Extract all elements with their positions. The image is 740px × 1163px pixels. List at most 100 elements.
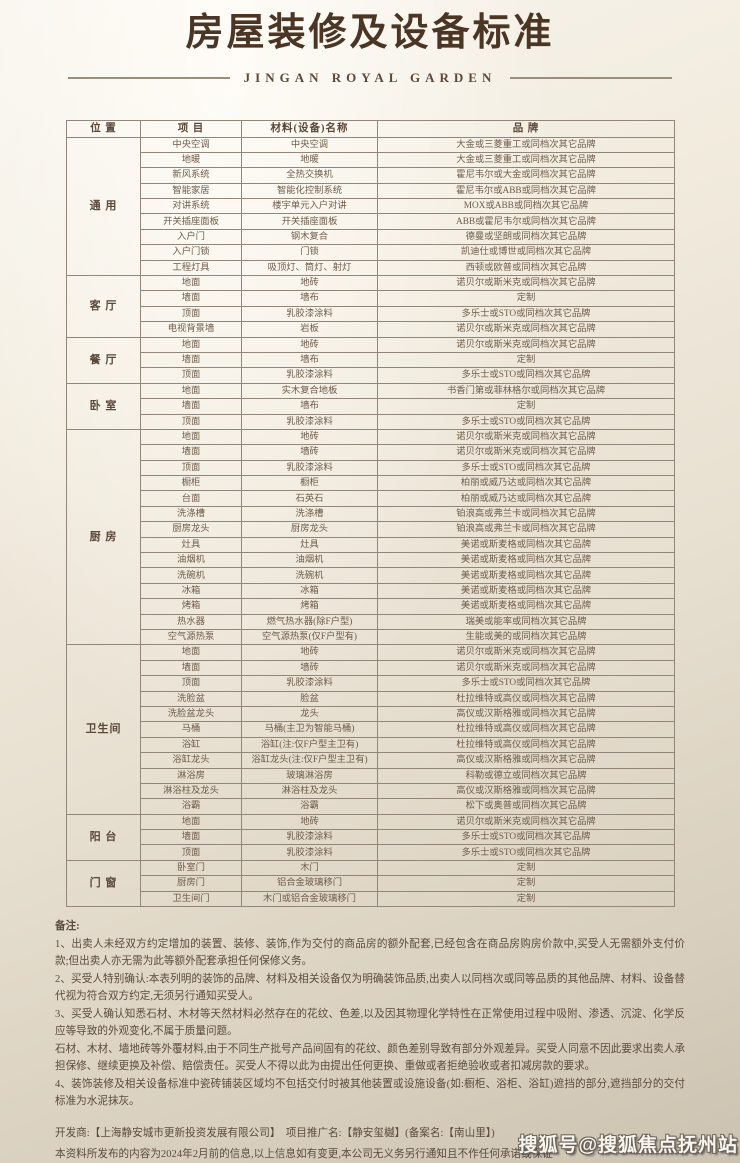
brand-cell: 多乐士或STO或同档次其它品牌 <box>377 367 675 384</box>
table-row: 智能家居 智能化控制系统 霍尼韦尔或ABB或同档次其它品牌 <box>67 182 675 200</box>
item-cell: 地面 <box>140 336 242 353</box>
header-cell-2: 材料(设备)名称 <box>241 119 378 138</box>
material-cell: 玻璃淋浴房 <box>241 767 378 784</box>
brand-cell: 高仪或汉斯格雅或同档次其它品牌 <box>377 752 675 769</box>
brand-cell: 铂浪高或弗兰卡或同档次其它品牌 <box>377 505 675 523</box>
location-cell: 卫生间 <box>66 644 141 815</box>
item-cell: 墙面 <box>140 829 242 846</box>
material-cell: 乳胶漆涂料 <box>241 367 378 384</box>
document-header: 房屋装修及设备标准 JINGAN ROYAL GARDEN <box>0 0 740 86</box>
material-cell: 浴霸 <box>241 798 378 815</box>
location-cell: 阳 台 <box>66 813 141 861</box>
item-cell: 空气源热泵 <box>140 628 242 646</box>
location-cell: 客 厅 <box>66 275 141 338</box>
brand-cell: 多乐士或STO或同档次其它品牌 <box>377 459 675 477</box>
material-cell: 中央空调 <box>241 136 378 153</box>
table-row: 卧 室地面 实木复合地板 书香门第或菲林格尔或同档次其它品牌 <box>66 382 675 430</box>
item-cell: 浴缸龙头 <box>140 752 242 769</box>
brand-cell: 美诺或斯麦格或同档次其它品牌 <box>377 598 675 615</box>
item-cell: 地面 <box>140 644 242 661</box>
item-cell: 开关插座面板 <box>140 213 242 230</box>
table-row: 热水器 燃气热水器(除F户型) 瑞美或能率或同档次其它品牌 <box>67 613 675 631</box>
sohu-watermark: 搜狐号@搜狐焦点抚州站 <box>518 1135 738 1156</box>
brand-cell: 多乐士或STO或同档次其它品牌 <box>377 675 675 692</box>
location-cell: 餐 厅 <box>66 336 141 384</box>
table-row: 橱柜 橱柜 柏丽或威乃达或同档次其它品牌 <box>67 475 675 492</box>
item-cell: 地面 <box>140 382 242 400</box>
material-cell: 全热交换机 <box>241 167 378 184</box>
item-cell: 入户门 <box>140 228 242 246</box>
table-row: 厨房门 铝合金玻璃移门 定制 <box>67 875 675 892</box>
material-cell: 乳胶漆涂料 <box>241 675 378 692</box>
material-cell: 洗涤槽 <box>241 505 378 523</box>
item-cell: 油烟机 <box>140 552 242 569</box>
notes-label: 备注: <box>55 921 80 933</box>
brand-cell: 诺贝尔或斯米克或同档次其它品牌 <box>377 444 675 461</box>
table-row: 墙面 乳胶漆涂料 多乐士或STO或同档次其它品牌 <box>67 829 675 846</box>
material-cell: 淋浴柱及龙头 <box>241 782 378 800</box>
material-cell: 地暖 <box>241 151 378 169</box>
item-cell: 洗脸盆 <box>140 690 242 707</box>
item-cell: 洗涤槽 <box>140 505 242 523</box>
disclaimer-line: 本资料所发布的内容为2024年2月前的信息,以上信息如有变更,本公司无义务另行通… <box>55 1148 553 1160</box>
item-cell: 洗碗机 <box>140 567 242 584</box>
table-header: 位 置项 目材料(设备)名称品 牌 <box>66 119 675 138</box>
material-cell: 岩板 <box>241 321 378 338</box>
item-cell: 墙面 <box>140 398 242 415</box>
brand-cell: 美诺或斯麦格或同档次其它品牌 <box>377 536 675 554</box>
page-subtitle: JINGAN ROYAL GARDEN <box>243 69 497 85</box>
note-item: 1、出卖人未经双方约定增加的装置、装修、装饰,作为交付的商品房的额外配套,已经包… <box>55 938 685 968</box>
brand-cell: 多乐士或STO或同档次其它品牌 <box>377 305 675 323</box>
subtitle-divider-right <box>510 76 672 79</box>
item-cell: 卧室门 <box>140 859 242 877</box>
table-row: 冰箱 冰箱 美诺或斯麦格或同档次其它品牌 <box>67 582 675 600</box>
item-cell: 墙面 <box>140 351 242 369</box>
table-header-row: 位 置项 目材料(设备)名称品 牌 <box>66 119 675 138</box>
brand-cell: 柏丽或威乃达或同档次其它品牌 <box>377 475 675 492</box>
material-cell: 地砖 <box>241 275 378 292</box>
table-row: 顶面 乳胶漆涂料 多乐士或STO或同档次其它品牌 <box>67 305 675 323</box>
material-cell: 楼宇单元入户对讲 <box>241 198 378 215</box>
table-row: 墙面 墙布 定制 <box>67 398 675 415</box>
material-cell: 墙砖 <box>241 444 378 461</box>
brand-cell: 生能或美的或同档次其它品牌 <box>377 628 675 646</box>
material-cell: 钢木复合 <box>241 228 378 246</box>
item-cell: 厨房龙头 <box>140 521 242 538</box>
brand-cell: 瑞美或能率或同档次其它品牌 <box>377 613 675 631</box>
material-cell: 橱柜 <box>241 475 378 492</box>
material-cell: 开关插座面板 <box>241 213 378 230</box>
header-cell-0: 位 置 <box>66 119 141 138</box>
table-row: 顶面 乳胶漆涂料 多乐士或STO或同档次其它品牌 <box>67 675 675 692</box>
item-cell: 冰箱 <box>140 582 242 600</box>
item-cell: 电视背景墙 <box>140 321 242 338</box>
note-item: 石材、木材、墙地砖等外覆材料,由于不同生产批号产品间固有的花纹、颜色差别导致有部… <box>55 1043 685 1073</box>
item-cell: 马桶 <box>140 721 242 738</box>
item-cell: 工程灯具 <box>140 259 242 277</box>
location-cell: 通 用 <box>66 136 141 277</box>
header-cell-3: 品 牌 <box>377 119 675 138</box>
material-cell: 脸盆 <box>241 690 378 707</box>
material-cell: 洗碗机 <box>241 567 378 584</box>
brand-cell: 高仪或汉斯格雅或同档次其它品牌 <box>377 782 675 800</box>
material-cell: 乳胶漆涂料 <box>241 305 378 323</box>
table-row: 油烟机 油烟机 美诺或斯麦格或同档次其它品牌 <box>67 552 675 569</box>
table-row: 新风系统 全热交换机 霍尼韦尔或大金或同档次其它品牌 <box>67 167 675 184</box>
item-cell: 入户门锁 <box>140 244 242 261</box>
item-cell: 墙面 <box>140 290 242 307</box>
brand-cell: 大金或三菱重工或同档次其它品牌 <box>377 151 675 169</box>
brand-cell: 定制 <box>377 890 675 908</box>
brand-cell: 定制 <box>377 875 675 892</box>
item-cell: 新风系统 <box>140 167 242 184</box>
table-row: 洗涤槽 洗涤槽 铂浪高或弗兰卡或同档次其它品牌 <box>67 505 675 523</box>
item-cell: 地暖 <box>140 151 242 169</box>
brand-cell: 大金或三菱重工或同档次其它品牌 <box>377 136 675 153</box>
item-cell: 厨房门 <box>140 875 242 892</box>
material-cell: 厨房龙头 <box>241 521 378 538</box>
material-cell: 乳胶漆涂料 <box>241 413 378 430</box>
brand-cell: 多乐士或STO或同档次其它品牌 <box>377 844 675 861</box>
table-row: 浴霸 浴霸 松下或奥普或同档次其它品牌 <box>67 798 675 815</box>
brand-cell: MOX或ABB或同档次其它品牌 <box>377 198 675 215</box>
item-cell: 顶面 <box>140 413 242 430</box>
brand-cell: 多乐士或STO或同档次其它品牌 <box>377 829 675 846</box>
